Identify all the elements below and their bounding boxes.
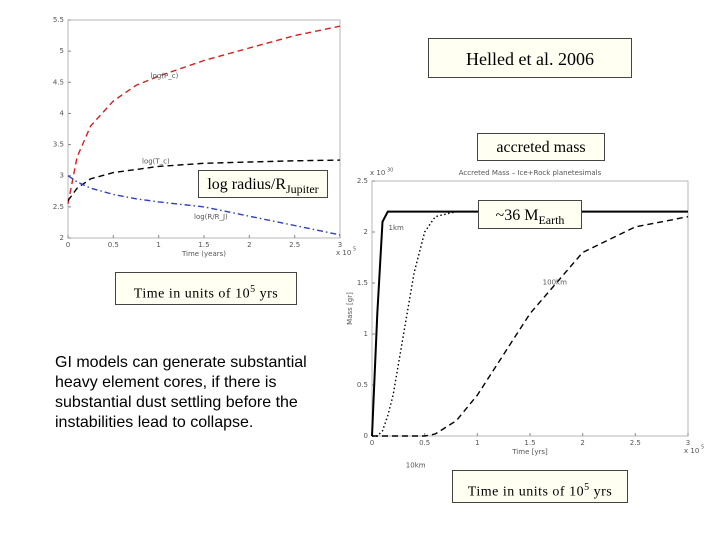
y-tick-label: 2.5: [53, 203, 64, 211]
series-label: log(R/R_J): [194, 213, 228, 221]
time-label: Time in units of 10: [467, 484, 585, 500]
mass-sub: Earth: [538, 213, 565, 228]
series-label: 100km: [543, 278, 567, 286]
chart-title: Accreted Mass – Ice+Rock planetesimals: [459, 169, 602, 177]
series-line: [67, 25, 341, 204]
y-multiplier-exp: 30: [387, 168, 393, 174]
y-tick-label: 2: [364, 228, 368, 236]
y-tick-label: 2.5: [357, 177, 368, 185]
x-tick-label: 1: [156, 241, 160, 249]
y-tick-label: 3: [60, 172, 64, 180]
y-tick-label: 5.5: [53, 16, 64, 24]
y-tick-label: 0: [364, 432, 368, 440]
series-label: log(T_c): [142, 157, 170, 165]
y-tick-label: 2: [60, 234, 64, 242]
time-box-left: Time in units of 105 yrs: [115, 272, 297, 305]
x-tick-label: 0: [66, 241, 70, 249]
radius-box: log radius/RJupiter: [198, 170, 328, 198]
y-axis-label: Mass [gr]: [346, 292, 354, 325]
x-tick-label: 1: [475, 439, 479, 447]
x-tick-label: 0.5: [108, 241, 119, 249]
radius-label: log radius/R: [207, 176, 286, 193]
series-line: [371, 210, 688, 437]
accreted-box: accreted mass: [477, 133, 605, 161]
x-tick-label: 3: [338, 241, 342, 249]
citation: Helled et al. 2006: [466, 49, 594, 69]
x-axis-label: Time (years): [181, 250, 226, 258]
series-line: [372, 210, 688, 437]
y-tick-label: 5: [60, 47, 64, 55]
series-line: [372, 216, 689, 437]
x-tick-label: 1.5: [198, 241, 209, 249]
y-tick-label: 1.5: [357, 279, 368, 287]
x-tick-label: 0: [370, 439, 374, 447]
x-tick-label: 2: [247, 241, 251, 249]
y-tick-label: 3.5: [53, 141, 64, 149]
x-multiplier: x 10: [684, 447, 699, 455]
x-multiplier-exp: 5: [353, 247, 356, 253]
time-sup: 5: [584, 482, 590, 493]
body-text: GI models can generate substantial heavy…: [55, 354, 307, 431]
y-tick-label: 1: [364, 330, 368, 338]
plot-frame: [67, 19, 341, 239]
time-tail: yrs: [255, 286, 279, 302]
series-label: log(P_c): [151, 72, 179, 80]
series-label: 1km: [389, 224, 405, 232]
x-multiplier-exp: 5: [701, 445, 704, 451]
y-tick-label: 4.5: [53, 78, 64, 86]
x-tick-label: 2: [580, 439, 584, 447]
y-tick-label: 0.5: [357, 381, 368, 389]
x-tick-label: 3: [686, 439, 690, 447]
y-tick-label: 4: [60, 109, 65, 117]
y-multiplier: x 10: [370, 169, 385, 177]
mass-label: ~36 M: [495, 207, 539, 224]
time-sup: 5: [250, 284, 256, 295]
x-tick-label: 1.5: [524, 439, 535, 447]
x-tick-label: 0.5: [419, 439, 430, 447]
x-tick-label: 2.5: [289, 241, 300, 249]
time-box-right: Time in units of 105 yrs: [452, 470, 628, 503]
citation-box: Helled et al. 2006: [428, 38, 632, 78]
time-tail: yrs: [589, 484, 613, 500]
series-line: [67, 175, 341, 236]
series-label: 10km: [406, 462, 426, 470]
radius-sub: Jupiter: [286, 182, 319, 197]
x-multiplier: x 10: [336, 249, 351, 257]
x-axis-label: Time [yrs]: [511, 448, 548, 456]
mass-box: ~36 MEarth: [478, 200, 582, 229]
series-line: [67, 159, 341, 202]
accreted-label: accreted mass: [496, 139, 586, 156]
time-label: Time in units of 10: [133, 286, 251, 302]
x-tick-label: 2.5: [630, 439, 641, 447]
